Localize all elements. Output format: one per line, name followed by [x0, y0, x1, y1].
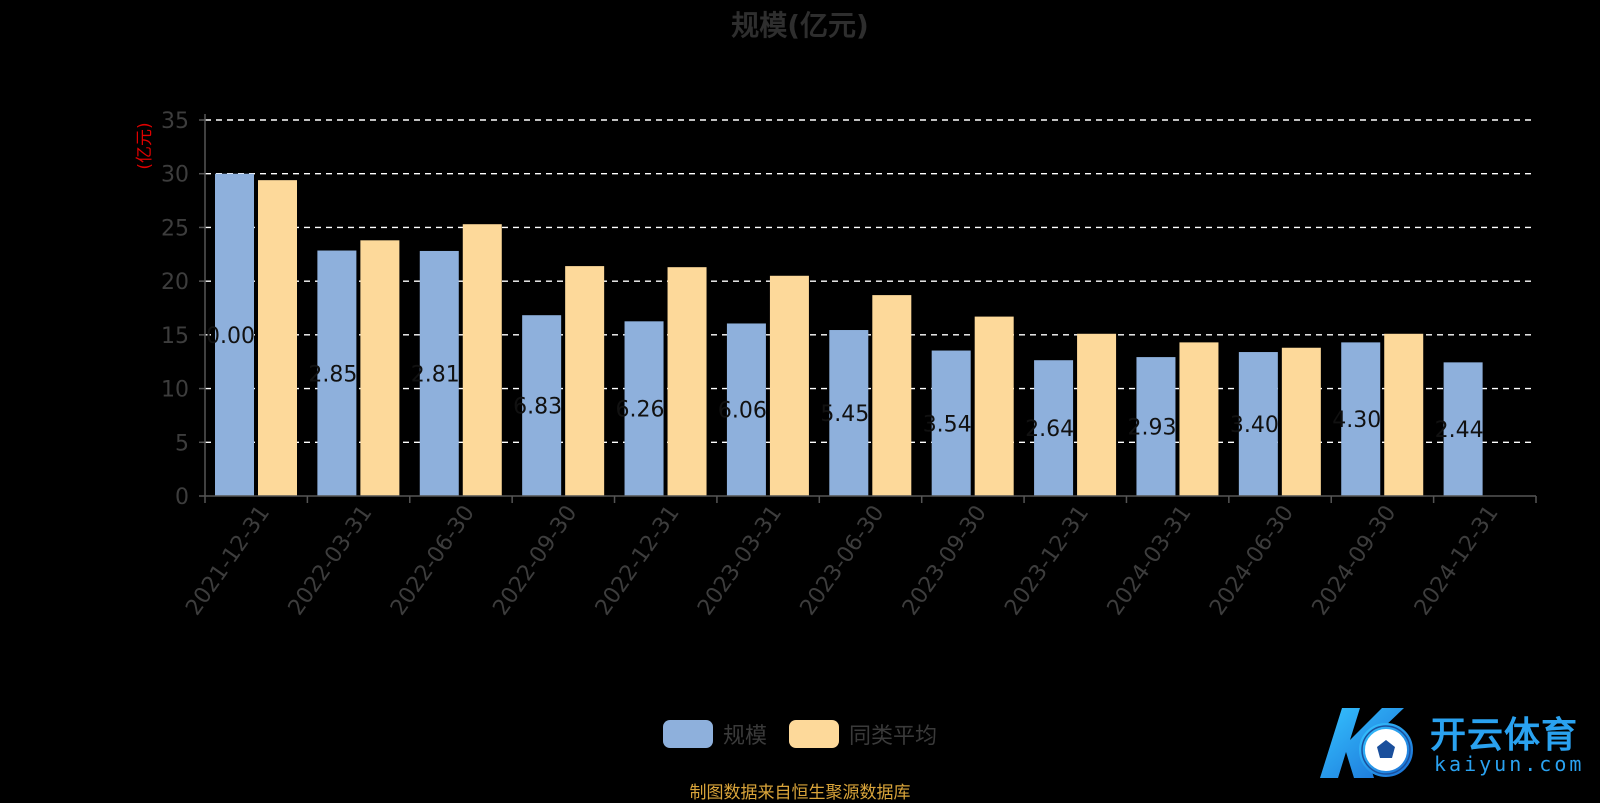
y-axis-label: (亿元)	[135, 122, 155, 169]
bar-label-scale: 0.00	[206, 324, 255, 349]
kaiyun-logo-icon	[1320, 708, 1413, 778]
bar-scale	[522, 315, 562, 496]
bar-label-scale: 2.81	[411, 362, 460, 387]
bar-label-scale: 2.93	[1127, 416, 1176, 441]
bar-label-scale: 2.85	[308, 362, 357, 387]
bar-average	[462, 224, 502, 496]
legend-swatch-average	[789, 720, 839, 748]
watermark-logo: 开云体育 kaiyun.com	[1312, 700, 1592, 784]
bar-average	[1077, 333, 1117, 496]
bar-average	[360, 240, 400, 496]
bar-average	[974, 316, 1014, 496]
bar-scale	[1034, 360, 1074, 496]
bar-label-scale: 6.06	[718, 399, 767, 424]
bar-scale	[1443, 362, 1483, 496]
bar-label-scale: 3.40	[1230, 413, 1279, 438]
legend-item-scale[interactable]: 规模	[662, 718, 767, 750]
legend-label-scale: 规模	[722, 724, 767, 749]
legend-item-average[interactable]: 同类平均	[789, 718, 937, 750]
x-tick-label: 2023-12-31	[1000, 501, 1094, 620]
bar-label-scale: 2.64	[1025, 417, 1074, 442]
logo-wordmark: 开云体育	[1430, 715, 1579, 756]
bar-average	[1179, 342, 1219, 496]
x-tick-label: 2023-09-30	[898, 501, 992, 620]
y-tick-label: 20	[161, 270, 189, 295]
x-tick-label: 2021-12-31	[181, 501, 275, 620]
bar-label-scale: 4.30	[1332, 408, 1381, 433]
x-tick-label: 2022-06-30	[386, 501, 480, 620]
x-tick-label: 2022-03-31	[284, 501, 378, 620]
x-tick-label: 2024-09-30	[1308, 501, 1402, 620]
bar-average	[872, 295, 912, 496]
y-tick-label: 30	[161, 163, 189, 188]
bar-scale	[829, 330, 869, 496]
bar-scale	[215, 173, 254, 496]
bar-label-scale: 2.44	[1435, 418, 1484, 443]
legend-label-average: 同类平均	[849, 724, 938, 749]
x-tick-label: 2023-06-30	[796, 501, 890, 620]
x-tick-label: 2024-06-30	[1205, 501, 1299, 620]
bar-scale	[931, 350, 971, 496]
bar-label-scale: 6.83	[513, 395, 562, 420]
x-tick-label: 2024-03-31	[1103, 501, 1197, 620]
y-tick-label: 0	[175, 485, 189, 510]
x-tick-label: 2022-09-30	[488, 501, 582, 620]
y-tick-label: 15	[161, 324, 189, 349]
logo-domain: kaiyun.com	[1434, 752, 1585, 776]
bar-label-scale: 5.45	[820, 402, 869, 427]
bar-average	[1384, 333, 1424, 496]
bar-scale	[1341, 342, 1381, 496]
bar-label-scale: 3.54	[923, 412, 972, 437]
bar-average	[769, 275, 809, 496]
x-tick-label: 2024-12-31	[1410, 501, 1504, 620]
bar-scale	[1238, 352, 1278, 496]
bar-scale	[419, 250, 459, 496]
x-tick-label: 2022-12-31	[591, 501, 685, 620]
bar-scale	[726, 323, 766, 496]
bar-average	[565, 266, 605, 496]
chart-title: 规模(亿元)	[731, 9, 869, 42]
bar-chart: 0 5 10 15 20 25 30 35 (亿元) 0.00 2.85 2.81 6.83 6.26 6.…	[135, 109, 1537, 620]
y-tick-label: 5	[175, 431, 189, 456]
bar-average	[258, 180, 297, 496]
bar-average	[1281, 347, 1321, 496]
data-source-note: 制图数据来自恒生聚源数据库	[689, 783, 911, 803]
bar-scale	[317, 250, 357, 496]
y-tick-label: 10	[161, 378, 189, 403]
bar-scale	[624, 321, 664, 496]
y-tick-label: 25	[161, 216, 189, 241]
y-tick-label: 35	[161, 109, 189, 134]
bar-label-scale: 6.26	[616, 398, 665, 423]
legend-swatch-scale	[662, 720, 713, 748]
bar-average	[667, 267, 707, 496]
bar-scale	[1136, 357, 1176, 496]
legend: 规模 同类平均	[0, 718, 1600, 750]
x-tick-label: 2023-03-31	[693, 501, 787, 620]
